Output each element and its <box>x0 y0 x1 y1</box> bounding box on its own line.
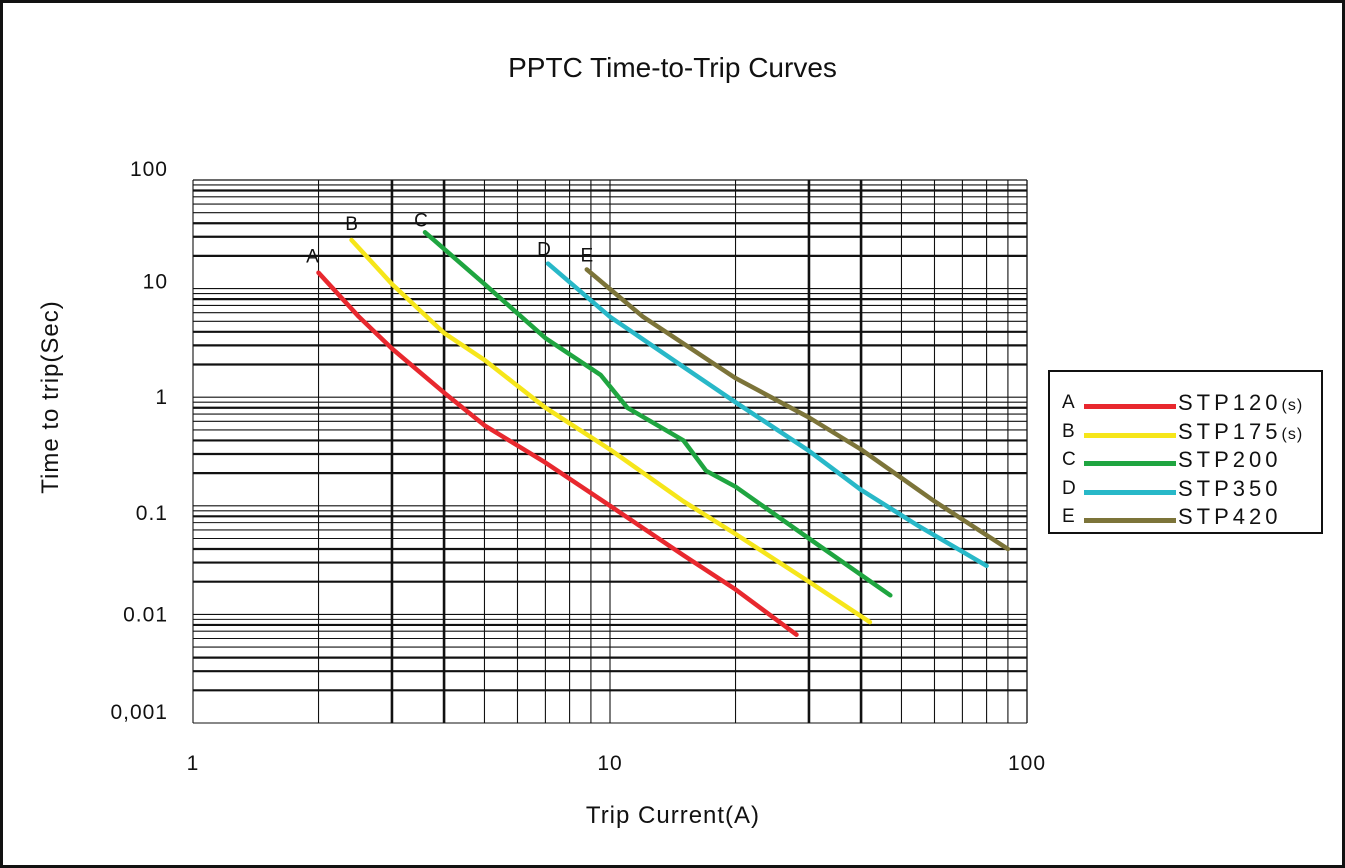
legend-suffix: (s) <box>1281 425 1304 443</box>
legend-swatch <box>1084 404 1176 409</box>
legend-letter: B <box>1062 420 1075 442</box>
series-line-d <box>545 261 989 569</box>
y-tick-label: 100 <box>130 158 168 181</box>
legend-letter: E <box>1062 506 1075 527</box>
legend-label: STP350 <box>1178 475 1282 501</box>
curve-label-e: E <box>581 245 594 266</box>
x-axis-label: Trip Current(A) <box>586 802 760 829</box>
tick-labels: 1 10 100 100 10 1 0.1 0.01 0,001 <box>110 158 1046 775</box>
legend-label: STP420 <box>1178 504 1282 529</box>
legend-letter: A <box>1062 392 1075 413</box>
legend-entry-d: D STP350 <box>1062 475 1324 506</box>
series-line-a <box>316 270 799 637</box>
legend: A STP120(s) B STP175(s) C STP200 D STP350 E STP42… <box>1048 370 1323 534</box>
x-tick-label: 10 <box>597 752 622 775</box>
curve-label-d: D <box>537 240 551 261</box>
series-line-c <box>422 230 893 598</box>
x-tick-label: 100 <box>1008 752 1046 775</box>
chart-title: PPTC Time-to-Trip Curves <box>508 52 837 83</box>
legend-swatch <box>1084 461 1176 466</box>
legend-label: STP120(s) <box>1178 390 1304 415</box>
y-tick-label: 0.01 <box>123 603 168 626</box>
legend-label: STP175(s) <box>1178 418 1304 444</box>
legend-swatch <box>1084 518 1176 523</box>
legend-entry-a: A STP120(s) <box>1062 390 1324 420</box>
legend-entry-c: C STP200 <box>1062 447 1324 477</box>
legend-entry-e: E STP420 <box>1062 504 1324 534</box>
y-tick-label: 0.1 <box>136 502 168 525</box>
legend-swatch <box>1084 489 1176 495</box>
y-tick-label: 1 <box>155 386 168 409</box>
legend-entry-b: B STP175(s) <box>1062 418 1324 449</box>
y-tick-label: 0,001 <box>110 701 168 724</box>
curve-label-a: A <box>306 247 319 268</box>
curve-label-c: C <box>414 210 428 231</box>
series-lines: A B C D E <box>306 210 1011 637</box>
y-tick-label: 10 <box>143 271 168 294</box>
x-tick-label: 1 <box>187 752 200 775</box>
legend-swatch <box>1084 432 1176 438</box>
legend-letter: C <box>1062 449 1076 470</box>
legend-suffix: (s) <box>1281 397 1304 414</box>
series-line-b <box>349 237 873 625</box>
series-line-e <box>584 267 1011 552</box>
legend-label: STP200 <box>1178 447 1282 472</box>
legend-letter: D <box>1062 477 1076 499</box>
curve-label-b: B <box>345 214 358 235</box>
y-axis-label: Time to trip(Sec) <box>37 300 64 493</box>
